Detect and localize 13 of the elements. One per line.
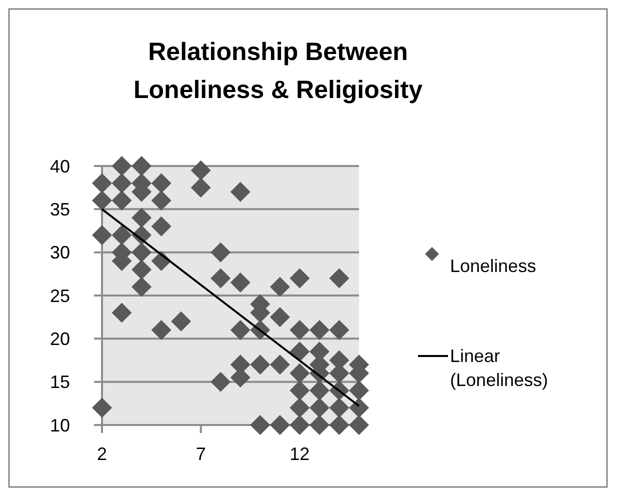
y-tick-label: 35	[50, 199, 70, 220]
x-tick-label: 7	[196, 444, 206, 464]
y-tick-label: 15	[50, 372, 70, 392]
legend-label: Linear (Loneliness)	[450, 346, 548, 390]
legend-label: Loneliness	[450, 256, 536, 276]
chart-title: Relationship Between Loneliness & Religiosity	[134, 38, 423, 104]
y-tick-label: 30	[50, 242, 70, 263]
y-tick-label: 20	[50, 328, 70, 349]
x-tick-label: 12	[290, 444, 310, 464]
x-tick-label: 2	[96, 444, 108, 464]
y-tick-label: 40	[50, 156, 70, 176]
y-tick-label: 25	[50, 286, 70, 306]
y-tick-label: 10	[50, 415, 70, 436]
